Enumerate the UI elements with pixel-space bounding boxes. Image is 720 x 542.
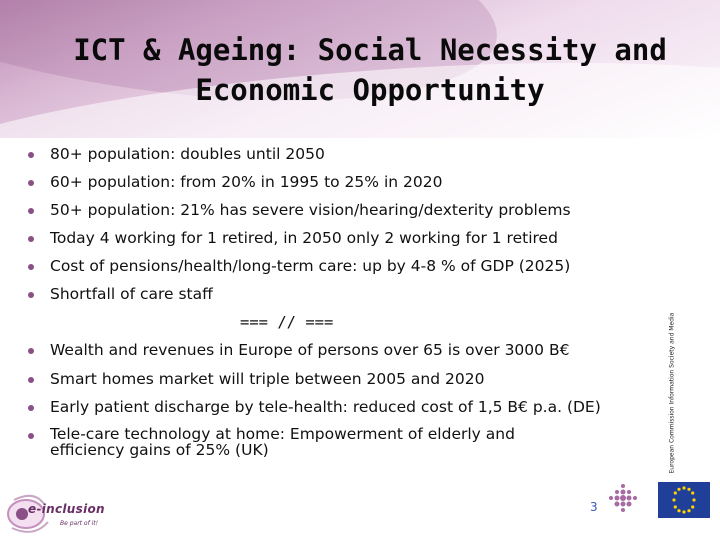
bullet-dot-icon — [28, 348, 34, 354]
e-inclusion-logo: e-inclusion Be part of it! — [4, 490, 114, 538]
title-line-1: ICT & Ageing: Social Necessity and — [73, 33, 667, 67]
slide-title: ICT & Ageing: Social Necessity and Econo… — [40, 30, 700, 110]
bullet-dot-icon — [28, 152, 34, 158]
bullet-text: Cost of pensions/health/long-term care: … — [50, 257, 571, 275]
logo-swirl-icon — [7, 494, 49, 533]
logo-text: e-inclusion — [28, 502, 105, 516]
bullet-text: Today 4 working for 1 retired, in 2050 o… — [50, 229, 558, 247]
dot-cluster-icon — [609, 484, 637, 512]
bullet-text: 80+ population: doubles until 2050 — [50, 145, 325, 163]
bullet-text: 60+ population: from 20% in 1995 to 25% … — [50, 173, 443, 191]
ec-vertical-label: European Commission Information Society … — [662, 313, 682, 480]
logo-tagline: Be part of it! — [60, 520, 99, 527]
bullet-dot-icon — [28, 208, 34, 214]
title-line-2: Economic Opportunity — [195, 73, 545, 107]
bullet-dot-icon — [28, 236, 34, 242]
bullet-dot-icon — [28, 433, 34, 439]
eu-flag-icon — [658, 482, 710, 518]
bullet-dot-icon — [28, 180, 34, 186]
bullet-text: Tele-care technology at home: Empowermen… — [50, 425, 515, 459]
header-band — [0, 0, 720, 138]
bullet-dot-icon — [28, 405, 34, 411]
ec-vertical-text: European Commission Information Society … — [668, 312, 676, 474]
bullet-text: Shortfall of care staff — [50, 285, 213, 303]
bullet-dot-icon — [28, 264, 34, 270]
bullet-text: Smart homes market will triple between 2… — [50, 370, 485, 388]
bullet-text: 50+ population: 21% has severe vision/he… — [50, 201, 571, 219]
bullet-text: Wealth and revenues in Europe of persons… — [50, 341, 570, 359]
bullet-dot-icon — [28, 292, 34, 298]
separator-text: === // === — [240, 313, 334, 331]
bullet-dot-icon — [28, 377, 34, 383]
page-number: 3 — [590, 500, 598, 514]
bullet-text: Early patient discharge by tele-health: … — [50, 398, 601, 416]
